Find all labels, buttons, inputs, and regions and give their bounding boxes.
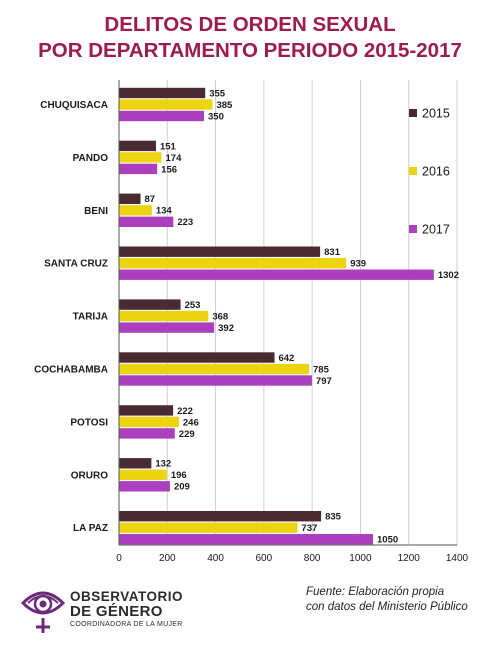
legend-swatch-2016	[409, 167, 417, 175]
value-label-la-paz-2017: 1050	[377, 535, 398, 546]
value-label-santa-cruz-2017: 1302	[438, 270, 459, 281]
bar-potosi-2017	[119, 428, 175, 439]
bar-cochabamba-2017	[119, 375, 312, 386]
bar-la-paz-2016	[119, 522, 298, 533]
value-label-chuquisaca-2016: 385	[216, 100, 233, 111]
eye-female-symbol-icon	[20, 591, 66, 633]
legend-label-2015: 2015	[422, 107, 450, 121]
bars	[119, 87, 434, 545]
value-label-beni-2015: 87	[145, 194, 156, 205]
value-label-potosi-2015: 222	[177, 406, 193, 417]
labels: 0 200 400 600 800 1000 1200 1400 CHUQUISACA 35538…	[34, 88, 468, 564]
title-line-2: POR DEPARTAMENTO PERIODO 2015-2017	[38, 39, 462, 62]
bar-tarija-2015	[119, 299, 181, 310]
source-line-2: con datos del Ministerio Público	[306, 601, 468, 613]
legend-label-2016: 2016	[422, 165, 450, 179]
source-note: Fuente: Elaboración propia con datos del…	[306, 585, 468, 615]
x-tick-label-1400: 1400	[446, 553, 469, 564]
x-tick-label-0: 0	[116, 553, 122, 564]
x-tick-label-800: 800	[304, 553, 321, 564]
category-label-cochabamba: COCHABAMBA	[34, 365, 108, 376]
value-label-potosi-2017: 229	[179, 429, 195, 440]
bar-tarija-2017	[119, 322, 215, 333]
value-label-oruro-2017: 209	[174, 482, 190, 493]
bar-santa-cruz-2017	[119, 269, 434, 280]
bar-chuquisaca-2016	[119, 99, 213, 110]
bar-potosi-2015	[119, 405, 174, 416]
bar-cochabamba-2016	[119, 363, 310, 375]
bar-chuquisaca-2015	[119, 87, 206, 99]
value-label-cochabamba-2015: 642	[278, 353, 294, 364]
category-label-potosi: POTOSI	[70, 417, 108, 428]
bar-la-paz-2015	[119, 511, 322, 522]
legend-label-2017: 2017	[422, 223, 450, 237]
observatorio-logo: OBSERVATORIO DE GÉNERO COORDINADORA DE L…	[20, 585, 240, 637]
x-tick-label-600: 600	[256, 553, 273, 564]
category-label-oruro: ORURO	[71, 470, 108, 481]
value-label-santa-cruz-2015: 831	[324, 247, 341, 258]
bar-beni-2017	[119, 216, 174, 227]
bar-pando-2017	[119, 163, 158, 175]
value-label-oruro-2015: 132	[155, 459, 171, 470]
bar-oruro-2016	[119, 469, 167, 480]
value-label-tarija-2015: 253	[185, 300, 201, 311]
title-line-1: DELITOS DE ORDEN SEXUAL	[104, 13, 396, 36]
bar-beni-2016	[119, 205, 152, 216]
value-label-beni-2017: 223	[177, 217, 193, 228]
category-label-pando: PANDO	[73, 153, 109, 164]
x-tick-label-400: 400	[207, 553, 224, 564]
value-label-beni-2016: 134	[156, 206, 173, 217]
grid-lines	[118, 80, 458, 546]
value-label-cochabamba-2016: 785	[313, 364, 330, 375]
value-label-tarija-2017: 392	[218, 323, 234, 334]
bar-pando-2016	[119, 152, 162, 163]
source-line-1: Fuente: Elaboración propia	[306, 586, 445, 598]
bar-tarija-2016	[119, 310, 209, 322]
logo-subtitle: COORDINADORA DE LA MUJER	[70, 621, 183, 628]
value-label-pando-2017: 156	[161, 164, 177, 175]
bar-potosi-2016	[119, 416, 179, 428]
legend-swatch-2017	[409, 225, 417, 233]
value-label-santa-cruz-2016: 939	[350, 259, 366, 270]
bar-santa-cruz-2016	[119, 258, 347, 269]
bar-oruro-2017	[119, 481, 170, 492]
value-label-la-paz-2016: 737	[301, 523, 317, 534]
bar-beni-2015	[119, 193, 141, 204]
value-label-tarija-2016: 368	[212, 312, 228, 323]
value-label-oruro-2016: 196	[171, 470, 187, 481]
chart-title: DELITOS DE ORDEN SEXUAL POR DEPARTAMENTO…	[0, 12, 500, 64]
legend: 2015 2016 2017	[409, 107, 450, 237]
category-label-santa-cruz: SANTA CRUZ	[44, 259, 108, 270]
value-label-pando-2016: 174	[166, 153, 183, 164]
value-label-chuquisaca-2017: 350	[208, 111, 224, 122]
bar-pando-2015	[119, 140, 156, 152]
value-label-chuquisaca-2015: 355	[209, 88, 226, 99]
bar-santa-cruz-2015	[119, 246, 321, 257]
bar-cochabamba-2015	[119, 352, 275, 363]
value-label-potosi-2016: 246	[183, 417, 199, 428]
bar-la-paz-2017	[119, 534, 373, 545]
bar-chuquisaca-2017	[119, 110, 204, 122]
logo-name-line-2: DE GÉNERO	[70, 603, 163, 620]
category-label-beni: BENI	[84, 206, 108, 217]
category-label-chuquisaca: CHUQUISACA	[40, 100, 108, 111]
bar-chart: 0 200 400 600 800 1000 1200 1400 CHUQUISACA 35538…	[34, 80, 469, 564]
value-label-pando-2015: 151	[160, 141, 177, 152]
category-label-la-paz: LA PAZ	[73, 523, 108, 534]
x-tick-label-1200: 1200	[398, 553, 421, 564]
bar-oruro-2015	[119, 458, 152, 469]
logo-name-line-1: OBSERVATORIO	[70, 589, 184, 604]
legend-swatch-2015	[409, 109, 417, 117]
value-label-la-paz-2015: 835	[325, 512, 342, 523]
value-label-cochabamba-2017: 797	[316, 376, 332, 387]
x-tick-label-200: 200	[159, 553, 176, 564]
category-label-tarija: TARIJA	[73, 312, 108, 323]
x-tick-label-1000: 1000	[349, 553, 372, 564]
